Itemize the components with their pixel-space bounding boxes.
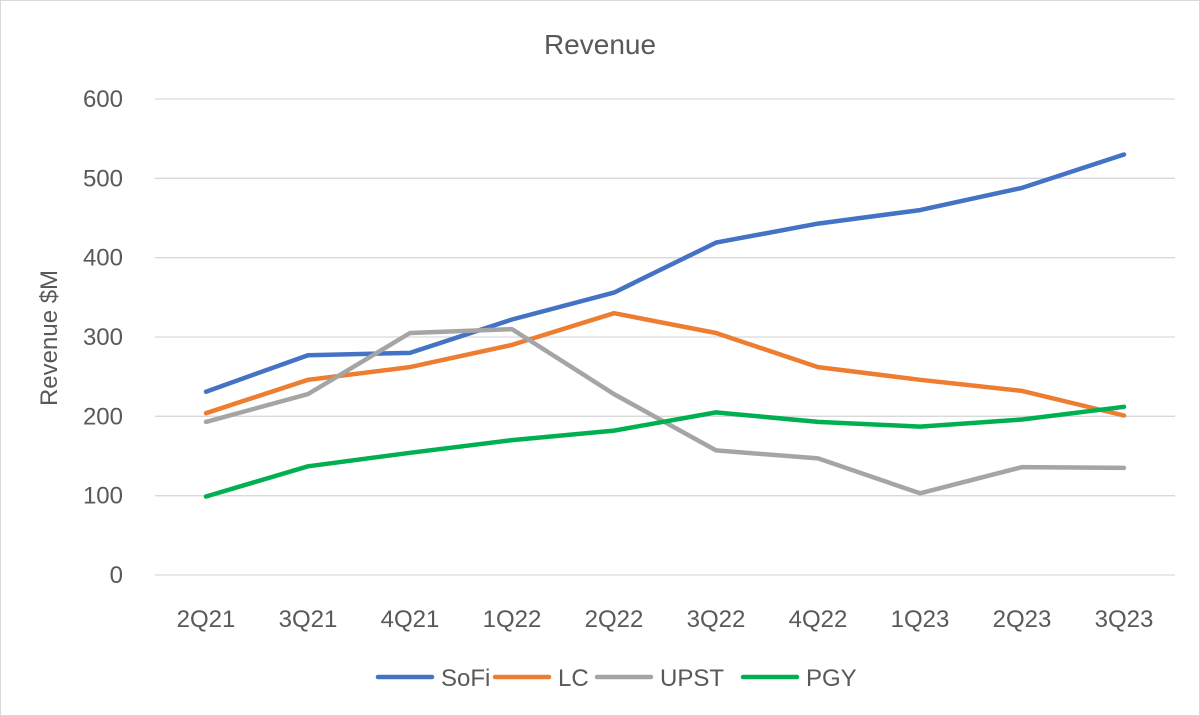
x-tick-label: 1Q23 — [891, 606, 950, 633]
series-line-sofi — [203, 152, 1127, 394]
y-tick-label: 100 — [83, 483, 123, 510]
y-axis-ticks: 0 100 200 300 400 500 600 — [83, 86, 123, 589]
series-line-lc — [203, 310, 1127, 418]
y-tick-label: 500 — [83, 165, 123, 192]
x-tick-label: 4Q22 — [789, 606, 848, 633]
x-tick-label: 3Q21 — [279, 606, 338, 633]
y-tick-label: 200 — [83, 403, 123, 430]
series-line-pgy — [203, 404, 1127, 499]
y-axis-title: Revenue $M — [36, 270, 63, 406]
chart-title: Revenue — [544, 29, 656, 60]
legend-label-upst: UPST — [660, 665, 724, 692]
x-tick-label: 2Q22 — [585, 606, 644, 633]
y-tick-label: 0 — [110, 562, 123, 589]
legend-label-lc: LC — [558, 665, 589, 692]
x-tick-label: 2Q21 — [177, 606, 236, 633]
x-tick-label: 4Q21 — [381, 606, 440, 633]
legend-label-sofi: SoFi — [441, 665, 490, 692]
x-tick-label: 3Q23 — [1095, 606, 1154, 633]
series-lines — [203, 152, 1127, 499]
y-tick-label: 600 — [83, 86, 123, 113]
legend: SoFi LC UPST PGY — [375, 665, 857, 692]
x-tick-label: 2Q23 — [993, 606, 1052, 633]
legend-label-pgy: PGY — [806, 665, 857, 692]
x-axis-ticks: 2Q21 3Q21 4Q21 1Q22 2Q22 3Q22 4Q22 1Q23 2Q23 3Q23 — [177, 606, 1154, 633]
y-tick-label: 300 — [83, 324, 123, 351]
gridlines — [155, 98, 1175, 576]
x-tick-label: 1Q22 — [483, 606, 542, 633]
x-tick-label: 3Q22 — [687, 606, 746, 633]
y-tick-label: 400 — [83, 245, 123, 272]
